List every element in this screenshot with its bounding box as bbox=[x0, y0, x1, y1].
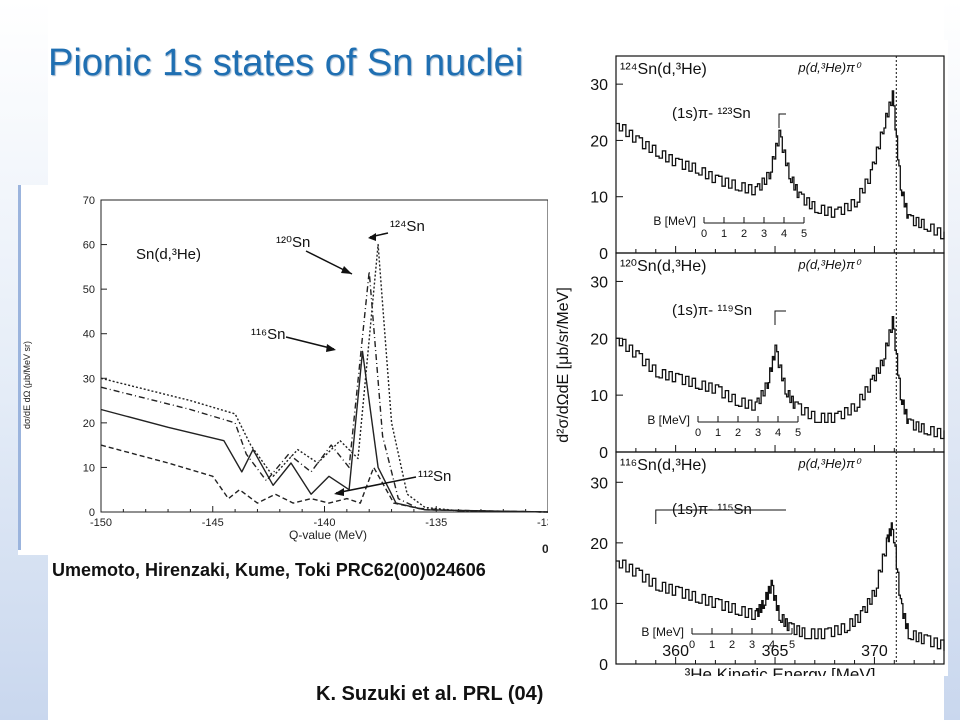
y-tick-label-5: 50 bbox=[83, 284, 95, 296]
x-tick-label-0: -150 bbox=[90, 517, 112, 529]
theory-citation: Umemoto, Hirenzaki, Kume, Toki PRC62(00)… bbox=[52, 560, 486, 580]
x-axis-label: Q-value (MeV) bbox=[289, 528, 367, 542]
panel-1-y-tick-label-1: 10 bbox=[590, 388, 608, 405]
panel-1-b-tick-label-3: 3 bbox=[755, 427, 761, 439]
arrow-116sn-head bbox=[326, 344, 336, 352]
panel-1-b-tick-label-2: 2 bbox=[735, 427, 741, 439]
panel-0-b-scale-label: B [MeV] bbox=[653, 214, 696, 228]
panel-1-b-tick-label-0: 0 bbox=[695, 427, 701, 439]
panel-2-b-tick-label-1: 1 bbox=[709, 639, 715, 651]
panel-1-peak-label: (1s)π- ¹¹⁹Sn bbox=[672, 302, 752, 319]
y-tick-label-7: 70 bbox=[83, 195, 95, 207]
panel-0-b-tick-label-1: 1 bbox=[721, 228, 727, 240]
panel-1-y-tick-label-3: 30 bbox=[590, 274, 608, 291]
y-tick-label-1: 10 bbox=[83, 462, 95, 474]
annotation-112sn: ¹¹²Sn bbox=[418, 468, 451, 485]
panel-1-pion-label: p(d,³He)π⁰ bbox=[797, 257, 861, 272]
panel-2-y-tick-label-2: 20 bbox=[590, 536, 608, 553]
curve-120sn bbox=[100, 270, 549, 513]
panel-0-b-tick-label-2: 2 bbox=[741, 228, 747, 240]
panel-2-b-tick-label-5: 5 bbox=[789, 639, 795, 651]
curve-124sn bbox=[100, 243, 549, 513]
x-tick-label-2: -140 bbox=[313, 517, 335, 529]
y-tick-label-3: 30 bbox=[83, 373, 95, 385]
chart-background bbox=[18, 185, 566, 555]
spectrum-0 bbox=[616, 90, 945, 240]
exp-background bbox=[548, 40, 948, 676]
panel-1-b-tick-label-1: 1 bbox=[715, 427, 721, 439]
annotation-124sn: ¹²⁴Sn bbox=[390, 218, 425, 235]
exp-x-axis-label: ³He Kinetic Energy [MeV] bbox=[685, 665, 876, 676]
panel-0-y-tick-label-1: 10 bbox=[590, 190, 608, 207]
y-tick-label-4: 40 bbox=[83, 329, 95, 341]
y-tick-label-6: 60 bbox=[83, 240, 95, 252]
panel-0-y-tick-label-3: 30 bbox=[590, 77, 608, 94]
panel-2-y-tick-label-3: 30 bbox=[590, 475, 608, 492]
panel-2-pion-label: p(d,³He)π⁰ bbox=[797, 456, 861, 471]
panel-1-y-tick-label-2: 20 bbox=[590, 331, 608, 348]
slide-title: Pionic 1s states of Sn nuclei bbox=[48, 42, 524, 84]
panel-1-b-tick-label-5: 5 bbox=[795, 427, 801, 439]
panel-2-b-tick-label-2: 2 bbox=[729, 639, 735, 651]
theory-plot-area: -150-145-140-135-130010203040506070 bbox=[83, 195, 559, 529]
panel-0-b-tick-label-0: 0 bbox=[701, 228, 707, 240]
theory-spectrum-chart: dσ/dE dΩ (μb/MeV sr) -150-145-140-135-13… bbox=[18, 185, 566, 555]
panel-0-b-tick-label-3: 3 bbox=[761, 228, 767, 240]
panel-0-peak-leader bbox=[778, 113, 786, 128]
panel-0-b-tick-label-4: 4 bbox=[781, 228, 787, 240]
annotation-116sn: ¹¹⁶Sn bbox=[251, 326, 286, 343]
panel-frame-2 bbox=[615, 451, 945, 665]
y-tick-label-2: 20 bbox=[83, 418, 95, 430]
chart-left-edge bbox=[18, 185, 21, 550]
x-tick-label-3: -135 bbox=[425, 517, 447, 529]
spectrum-2 bbox=[616, 522, 945, 651]
panel-2-y-tick-label-0: 0 bbox=[599, 657, 608, 674]
panel-2-b-tick-label-4: 4 bbox=[769, 639, 775, 651]
panel-2-b-tick-label-0: 0 bbox=[689, 639, 695, 651]
panel-0-pion-label: p(d,³He)π⁰ bbox=[797, 60, 861, 75]
exp-x-tick-label-1: 365 bbox=[762, 643, 789, 660]
exp-x-tick-label-0: 360 bbox=[662, 643, 689, 660]
arrow-112sn bbox=[335, 476, 417, 494]
panel-2-b-scale-label: B [MeV] bbox=[641, 625, 684, 639]
arrow-112sn-head bbox=[334, 488, 344, 496]
arrow-120sn-head bbox=[341, 266, 352, 274]
panel-0-y-tick-label-0: 0 bbox=[599, 246, 608, 263]
exp-x-tick-label-2: 370 bbox=[861, 643, 888, 660]
panel-1-b-scale-label: B [MeV] bbox=[647, 413, 690, 427]
y-tick-label-0: 0 bbox=[89, 507, 95, 519]
panel-1-y-tick-label-0: 0 bbox=[599, 445, 608, 462]
panel-2-y-tick-label-1: 10 bbox=[590, 596, 608, 613]
right-gradient-band bbox=[944, 0, 960, 720]
panel-2-reaction-label: ¹¹⁶Sn(d,³He) bbox=[620, 457, 707, 474]
arrow-124sn-head bbox=[368, 233, 376, 241]
panel-0-peak-label: (1s)π- ¹²³Sn bbox=[672, 105, 751, 122]
experiment-citation: K. Suzuki et al. PRL (04) bbox=[316, 683, 544, 705]
y-axis-label: dσ/dE dΩ (μb/MeV sr) bbox=[22, 341, 32, 429]
annotation-120sn: ¹²⁰Sn bbox=[276, 234, 310, 251]
arrow-116sn bbox=[285, 336, 335, 350]
panel-0-reaction-label: ¹²⁴Sn(d,³He) bbox=[620, 61, 707, 78]
x-tick-label-1: -145 bbox=[202, 517, 224, 529]
curve-116sn bbox=[100, 350, 549, 513]
annotation-reaction: Sn(d,³He) bbox=[136, 246, 201, 263]
panel-2-peak-leader bbox=[655, 509, 786, 524]
panel-1-peak-leader bbox=[774, 310, 786, 325]
panel-1-reaction-label: ¹²⁰Sn(d,³He) bbox=[620, 258, 706, 275]
panel-2-b-tick-label-3: 3 bbox=[749, 639, 755, 651]
curve-112sn bbox=[100, 444, 549, 513]
panel-1-b-tick-label-4: 4 bbox=[775, 427, 781, 439]
panel-0-b-tick-label-5: 5 bbox=[801, 228, 807, 240]
panel-0-y-tick-label-2: 20 bbox=[590, 133, 608, 150]
exp-y-axis-label: d²σ/dΩdE [μb/sr/MeV] bbox=[555, 287, 572, 443]
